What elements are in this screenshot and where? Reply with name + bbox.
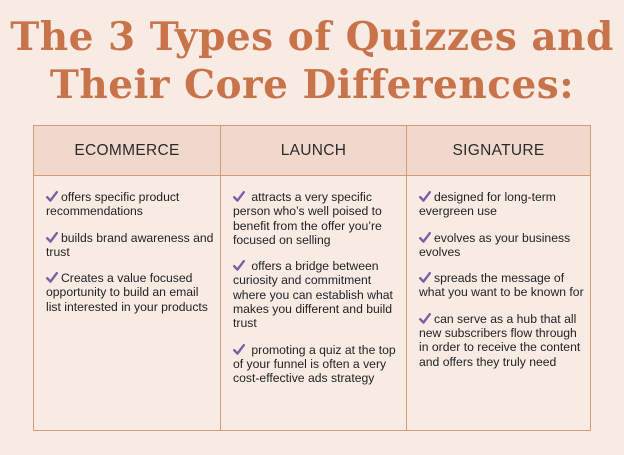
checkmark-icon [233,343,245,355]
list-item: Creates a value focused opportunity to b… [46,271,208,314]
list-item: builds brand awareness and trust [46,230,214,259]
checkmark-icon [46,191,58,202]
comparison-table: ECOMMERCE LAUNCH SIGNATURE offers specif… [33,125,591,431]
list-item: can serve as a hub that all new subscrib… [419,311,581,369]
column-launch: attracts a very specific person who’s we… [221,176,407,430]
checkmark-icon [233,191,245,202]
column-ecommerce: offers specific product recommendations … [34,176,221,430]
page-title-line-2: Their Core Differences: [49,62,575,108]
checkmark-icon [46,272,58,283]
column-header-ecommerce: ECOMMERCE [34,126,221,176]
column-header-signature: SIGNATURE [407,126,590,176]
list-item: offers specific product recommendations [46,190,180,219]
page-title-line-1: The 3 Types of Quizzes and [10,14,614,60]
column-signature: designed for long-term evergreen use evo… [407,176,590,430]
list-item: evolves as your business evolves [419,230,571,259]
list-item: designed for long-term evergreen use [419,190,556,219]
checkmark-icon [46,231,58,243]
checkmark-icon [419,231,431,243]
list-item: offers a bridge between curiosity and co… [233,259,393,331]
list-item: attracts a very specific person who’s we… [233,190,382,247]
checkmark-icon [419,191,431,202]
checkmark-icon [419,312,431,324]
list-item: spreads the message of what you want to … [419,271,584,300]
checkmark-icon [233,260,245,271]
checkmark-icon [419,272,431,283]
list-item: promoting a quiz at the top of your funn… [233,342,396,386]
column-header-launch: LAUNCH [221,126,407,176]
